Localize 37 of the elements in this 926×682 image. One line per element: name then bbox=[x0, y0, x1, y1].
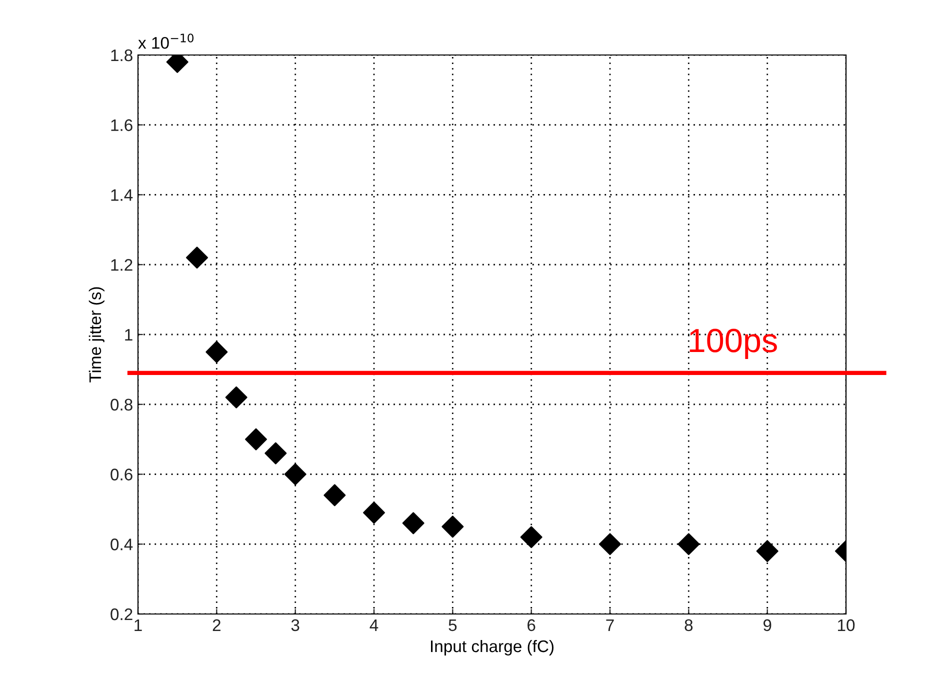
point bbox=[520, 526, 542, 548]
point bbox=[264, 442, 287, 464]
x-axis-title: Input charge (fC) bbox=[431, 640, 554, 656]
point bbox=[363, 502, 385, 524]
text: x 10$^{−10}$ bbox=[138, 34, 194, 49]
y-tick-label: 1.6 bbox=[111, 119, 132, 132]
y-tick-label: 0.6 bbox=[110, 468, 132, 480]
point bbox=[678, 533, 700, 556]
x-tick-label: 10 bbox=[838, 619, 855, 632]
point bbox=[284, 463, 306, 486]
point bbox=[402, 512, 424, 534]
x-tick-label: 7 bbox=[606, 619, 614, 631]
x-tick-label: 6 bbox=[528, 619, 536, 632]
y-tick-label: 1 bbox=[125, 329, 132, 341]
y-tick-label: 1.8 bbox=[111, 49, 132, 62]
x-tick-label: 9 bbox=[763, 619, 772, 632]
x-tick-label: 2 bbox=[212, 619, 220, 631]
x-tick-label: 8 bbox=[684, 619, 693, 632]
point bbox=[206, 340, 228, 363]
x-tick-label: 1 bbox=[134, 619, 142, 631]
point bbox=[245, 428, 267, 450]
point bbox=[225, 386, 248, 408]
y-axis-title: Time jitter (s) bbox=[88, 287, 104, 382]
y-tick-label: 0.4 bbox=[110, 538, 133, 550]
y-tick-label: 0.8 bbox=[110, 398, 132, 411]
ref-line-label: 100ps bbox=[690, 328, 777, 359]
point bbox=[756, 540, 778, 562]
y-tick-label: 1.2 bbox=[111, 259, 132, 271]
point bbox=[599, 533, 621, 556]
point bbox=[324, 484, 346, 506]
point bbox=[442, 516, 464, 538]
x-tick-label: 4 bbox=[370, 619, 378, 631]
point bbox=[186, 246, 208, 269]
y-tick-label: 1.4 bbox=[111, 189, 133, 201]
y-tick-label: 0.2 bbox=[110, 608, 132, 620]
x-tick-label: 3 bbox=[291, 619, 300, 632]
x-tick-label: 5 bbox=[448, 619, 457, 632]
